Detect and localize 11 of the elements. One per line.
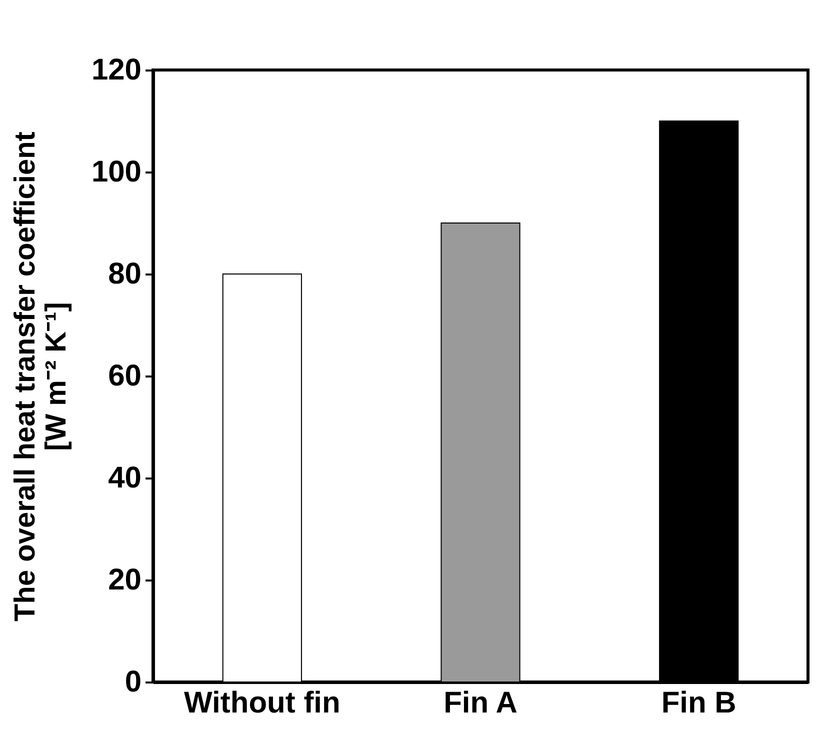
y-tick-label: 60: [108, 360, 142, 392]
y-tick-label: 20: [108, 564, 142, 596]
y-tick-label: 0: [124, 666, 142, 698]
y-tick-label: 40: [108, 462, 142, 494]
y-axis-title: The overall heat transfer coefficient [W m⁻² K⁻¹]: [9, 131, 72, 622]
y-tick-label: 80: [108, 258, 142, 290]
y-tick-label: 120: [91, 54, 142, 86]
x-tick-label: Fin B: [661, 686, 736, 720]
y-tick-label: 100: [91, 156, 142, 188]
x-tick-label: Without fin: [184, 686, 340, 720]
x-tick-label: Fin A: [444, 686, 518, 720]
